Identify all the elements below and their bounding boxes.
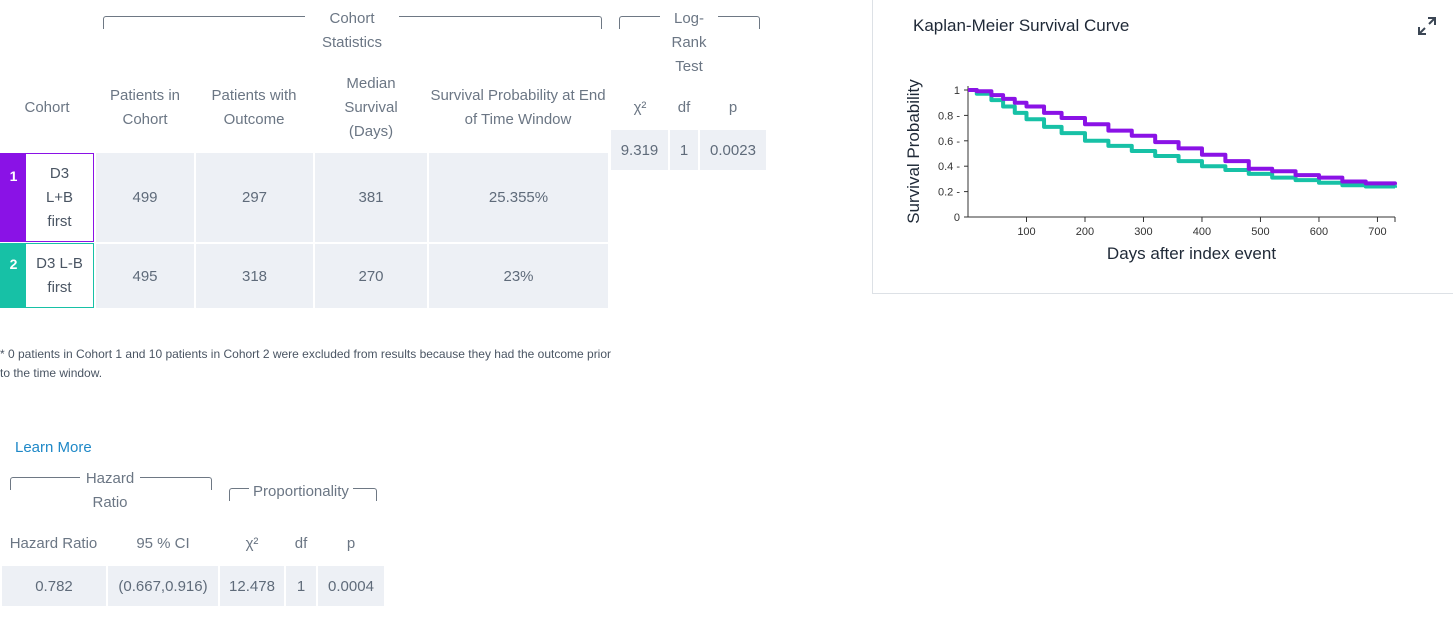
x-tick-label: 700: [1368, 226, 1386, 238]
header-hazard-ratio: Hazard Ratio: [9, 535, 98, 552]
y-tick-label: 0.2 -: [938, 187, 960, 199]
header-patients-with-outcome: Patients with Outcome: [211, 87, 297, 128]
cohort-2-number: 2: [1, 244, 26, 307]
cohort-1-badge[interactable]: 1 D3 L+B first: [0, 153, 94, 242]
y-tick-label: 0.6 -: [938, 136, 960, 148]
header-patients-in-cohort: Patients in Cohort: [109, 87, 181, 128]
cohort-2-probability: 23%: [429, 244, 608, 308]
cohort-2-median: 270: [315, 244, 427, 308]
header-proportionality-chi2: χ²: [245, 535, 259, 552]
cohort-1-name: D3 L+B first: [45, 164, 74, 230]
survival-line-cohort-2: [968, 88, 1397, 189]
cohort-1-outcome: 297: [196, 153, 313, 242]
cohort-1-median: 381: [315, 153, 427, 242]
proportionality-p-value: 0.0004: [318, 566, 384, 606]
proportionality-chi2-value: 12.478: [220, 566, 284, 606]
cohort-2-name: D3 L-B first: [36, 254, 83, 296]
exclusion-footnote: * 0 patients in Cohort 1 and 10 patients…: [0, 347, 612, 380]
header-median-survival: Median Survival (Days): [344, 75, 398, 140]
confidence-interval-value: (0.667,0.916): [108, 566, 218, 606]
cohort-1-probability: 25.355%: [429, 153, 608, 242]
header-log-rank-df: df: [677, 99, 691, 116]
header-log-rank-p: p: [728, 99, 738, 116]
learn-more-link[interactable]: Learn More: [15, 439, 92, 456]
x-tick-label: 300: [1134, 226, 1152, 238]
km-chart-card: Kaplan-Meier Survival Curve 0 0.2 -0.4 -0…: [872, 0, 1453, 294]
x-tick-label: 100: [1017, 226, 1035, 238]
cohort-1-patients: 499: [96, 153, 194, 242]
y-tick-label: 0: [954, 212, 960, 224]
chart-title: Kaplan-Meier Survival Curve: [913, 16, 1130, 35]
header-proportionality-p: p: [346, 535, 356, 552]
x-tick-label: 400: [1193, 226, 1211, 238]
header-cohort: Cohort: [24, 99, 70, 116]
cohort-2-badge[interactable]: 2 D3 L-B first: [0, 243, 94, 308]
log-rank-chi2-value: 9.319: [611, 130, 668, 170]
x-tick-label: 200: [1076, 226, 1094, 238]
header-log-rank-chi2: χ²: [633, 99, 647, 116]
y-tick-label: 0.8 -: [938, 110, 960, 122]
proportionality-df-value: 1: [286, 566, 316, 606]
y-axis-label: Survival Probability: [904, 79, 923, 224]
y-tick-label: 0.4 -: [938, 161, 960, 173]
hazard-ratio-value: 0.782: [2, 566, 106, 606]
cohort-statistics-group-label: Cohort Statistics: [305, 7, 399, 55]
header-confidence-interval: 95 % CI: [136, 535, 190, 552]
km-chart-plot: 0 0.2 - 0.4 - 0.6 - 0.8 - 1 100 200 300 400 500 600…: [904, 79, 1397, 263]
header-proportionality-df: df: [294, 535, 308, 552]
proportionality-group-label: Proportionality: [249, 480, 353, 504]
y-tick-label: 1: [954, 85, 960, 97]
cohort-2-outcome: 318: [196, 244, 313, 308]
survival-line-cohort-1: [968, 88, 1397, 186]
cohort-2-patients: 495: [96, 244, 194, 308]
x-axis-label: Days after index event: [1107, 244, 1276, 263]
x-tick-label: 600: [1310, 226, 1328, 238]
log-rank-p-value: 0.0023: [700, 130, 766, 170]
hazard-ratio-group-label: Hazard Ratio: [80, 467, 140, 515]
expand-icon[interactable]: [1417, 16, 1437, 36]
log-rank-df-value: 1: [670, 130, 698, 170]
cohort-1-number: 1: [1, 154, 26, 241]
x-tick-label: 500: [1251, 226, 1269, 238]
header-survival-probability: Survival Probability at End of Time Wind…: [430, 87, 606, 128]
log-rank-group-label: Log- Rank Test: [660, 7, 718, 79]
